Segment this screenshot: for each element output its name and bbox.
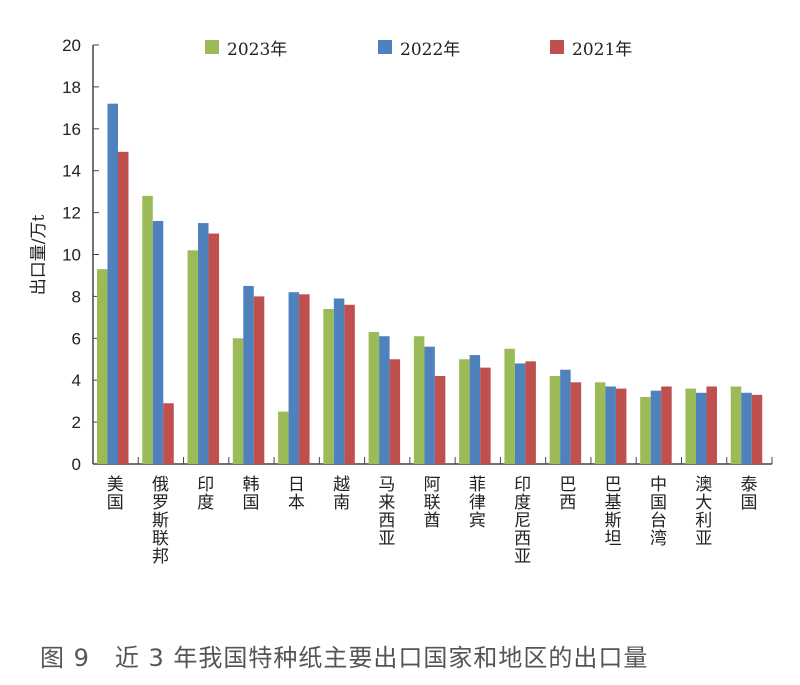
bar-2022年-巴西 xyxy=(560,369,571,464)
bar-2021年-巴基斯坦 xyxy=(615,388,627,464)
bar-2022年-阿联酋 xyxy=(424,346,435,464)
bar-2021年-越南 xyxy=(344,304,355,464)
bar-2022年-澳大利亚 xyxy=(695,392,707,464)
bar-2022年-中国台湾 xyxy=(650,390,662,464)
bar-2021年-阿联酋 xyxy=(434,376,446,464)
category-label: 中国台湾 xyxy=(646,475,667,547)
y-tick-label: 8 xyxy=(72,287,81,306)
bar-2022年-俄罗斯联邦 xyxy=(152,220,164,464)
bar-2021年-中国台湾 xyxy=(661,386,672,464)
bar-2023年-菲律宾 xyxy=(459,359,470,464)
legend-swatch xyxy=(378,40,392,54)
legend-swatch xyxy=(550,40,564,54)
bar-2021年-泰国 xyxy=(751,394,763,464)
category-label: 泰国 xyxy=(736,475,757,511)
bar-2022年-菲律宾 xyxy=(469,355,481,464)
category-label: 日本 xyxy=(284,475,305,511)
y-tick-label: 4 xyxy=(72,371,81,390)
bar-2022年-美国 xyxy=(107,103,118,464)
bar-2021年-澳大利亚 xyxy=(706,386,717,464)
bar-2021年-马来西亚 xyxy=(389,359,401,464)
category-label: 巴西 xyxy=(555,475,575,511)
bar-2021年-韩国 xyxy=(253,296,265,464)
y-tick-label: 12 xyxy=(62,204,81,223)
category-label: 澳大利亚 xyxy=(691,475,712,547)
bar-2021年-美国 xyxy=(118,151,129,464)
bar-2021年-印度 xyxy=(208,233,220,464)
legend-swatch xyxy=(205,40,219,54)
bar-2021年-菲律宾 xyxy=(480,367,491,464)
bar-2021年-俄罗斯联邦 xyxy=(163,403,174,464)
category-label: 巴基斯坦 xyxy=(601,475,622,547)
bar-2022年-马来西亚 xyxy=(379,336,390,464)
y-tick-label: 0 xyxy=(72,455,81,474)
bar-2023年-越南 xyxy=(323,308,334,464)
bar-2022年-巴基斯坦 xyxy=(605,386,616,464)
bar-2023年-日本 xyxy=(278,411,289,464)
bar-2023年-美国 xyxy=(97,269,108,464)
figure-caption: 图 9 近 3 年我国特种纸主要出口国家和地区的出口量 xyxy=(40,644,649,672)
y-tick-label: 2 xyxy=(72,413,81,432)
category-label: 美国 xyxy=(103,475,124,511)
bar-2023年-巴基斯坦 xyxy=(594,382,606,464)
bar-2022年-印度尼西亚 xyxy=(514,363,526,464)
y-tick-label: 16 xyxy=(62,120,81,139)
bar-2023年-韩国 xyxy=(232,338,244,464)
bar-2023年-俄罗斯联邦 xyxy=(142,195,153,464)
legend-label: 2021年 xyxy=(572,40,632,60)
y-tick-label: 6 xyxy=(72,329,81,348)
bar-2023年-印度 xyxy=(187,250,199,464)
category-label: 印度尼西亚 xyxy=(510,475,531,565)
bar-2023年-中国台湾 xyxy=(640,396,651,464)
bar-2023年-泰国 xyxy=(730,386,742,464)
legend-label: 2022年 xyxy=(400,40,460,60)
bar-2022年-越南 xyxy=(333,298,345,464)
y-tick-label: 18 xyxy=(62,78,81,97)
bar-2021年-巴西 xyxy=(570,382,582,464)
y-tick-label: 14 xyxy=(62,162,81,181)
y-tick-label: 20 xyxy=(62,36,81,55)
category-label: 马来西亚 xyxy=(374,475,395,547)
category-label: 阿联酋 xyxy=(420,475,441,529)
y-tick-label: 10 xyxy=(62,246,81,265)
bar-2022年-印度 xyxy=(198,223,209,464)
y-axis-label: 出口量/万t xyxy=(29,215,49,296)
bar-2021年-日本 xyxy=(299,294,310,464)
bar-2023年-澳大利亚 xyxy=(685,388,696,464)
bar-2023年-巴西 xyxy=(549,376,561,464)
bar-2022年-韩国 xyxy=(243,285,254,464)
bar-2023年-印度尼西亚 xyxy=(504,348,515,464)
bar-2022年-泰国 xyxy=(741,392,752,464)
bar-2023年-阿联酋 xyxy=(413,336,425,464)
category-label: 菲律宾 xyxy=(465,475,486,529)
category-label: 俄罗斯联邦 xyxy=(148,475,169,565)
legend-label: 2023年 xyxy=(227,40,287,60)
bar-2022年-日本 xyxy=(288,292,300,464)
bar-2023年-马来西亚 xyxy=(368,332,380,464)
bar-2021年-印度尼西亚 xyxy=(525,361,536,464)
category-label: 印度 xyxy=(193,475,214,511)
category-label: 越南 xyxy=(329,475,350,511)
category-label: 韩国 xyxy=(239,475,259,511)
